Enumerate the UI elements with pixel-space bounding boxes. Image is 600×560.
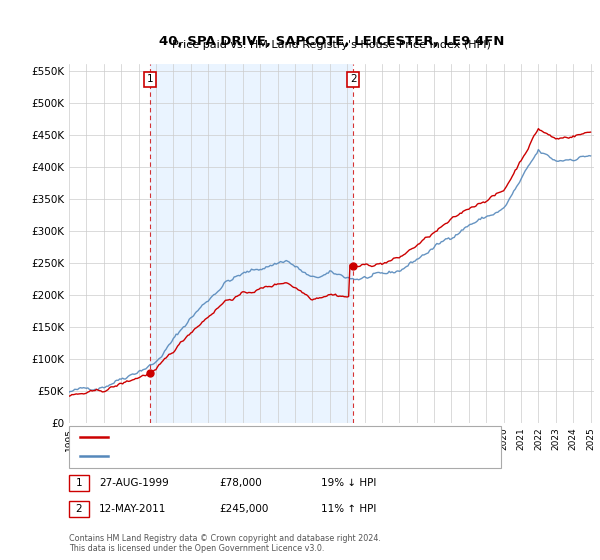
Point <box>145 368 155 377</box>
Text: 2: 2 <box>350 74 357 84</box>
Title: 40, SPA DRIVE, SAPCOTE, LEICESTER, LE9 4FN: 40, SPA DRIVE, SAPCOTE, LEICESTER, LE9 4… <box>159 35 504 48</box>
Text: £245,000: £245,000 <box>219 504 268 514</box>
Text: 2: 2 <box>76 504 82 514</box>
Text: £78,000: £78,000 <box>219 478 262 488</box>
Text: 11% ↑ HPI: 11% ↑ HPI <box>321 504 376 514</box>
Text: 40, SPA DRIVE, SAPCOTE, LEICESTER, LE9 4FN (detached house): 40, SPA DRIVE, SAPCOTE, LEICESTER, LE9 4… <box>113 432 428 442</box>
Text: 1: 1 <box>146 74 153 84</box>
Text: 1: 1 <box>76 478 82 488</box>
Bar <box>150 64 353 423</box>
Text: 12-MAY-2011: 12-MAY-2011 <box>99 504 166 514</box>
Text: Price paid vs. HM Land Registry's House Price Index (HPI): Price paid vs. HM Land Registry's House … <box>172 40 491 50</box>
Text: Contains HM Land Registry data © Crown copyright and database right 2024.
This d: Contains HM Land Registry data © Crown c… <box>69 534 381 553</box>
Text: 27-AUG-1999: 27-AUG-1999 <box>99 478 169 488</box>
Text: 19% ↓ HPI: 19% ↓ HPI <box>321 478 376 488</box>
Text: HPI: Average price, detached house, Blaby: HPI: Average price, detached house, Blab… <box>113 451 321 461</box>
Point <box>349 262 358 270</box>
